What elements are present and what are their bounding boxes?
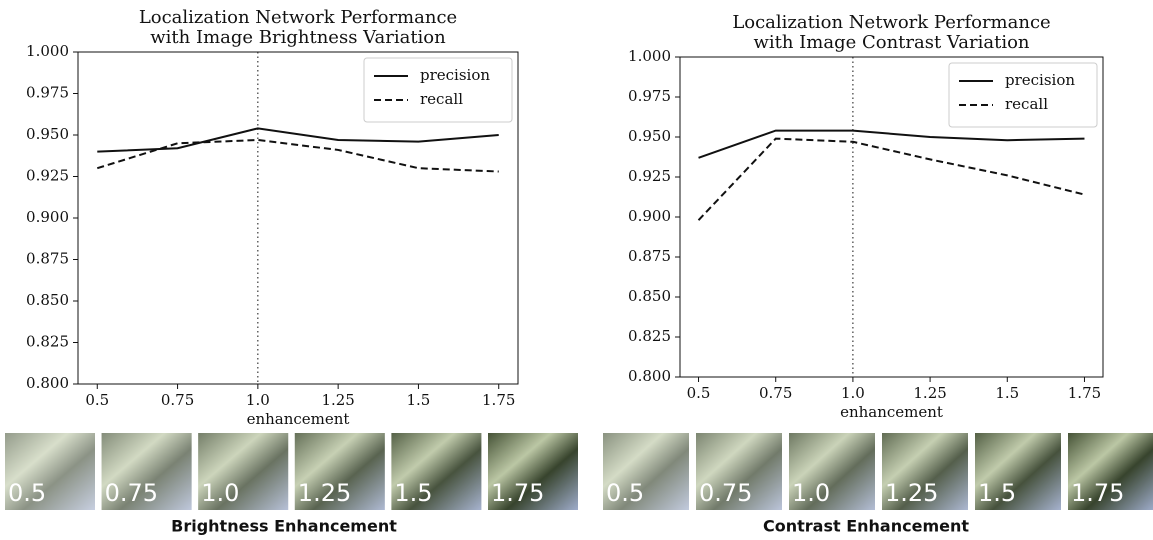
thumbnail — [789, 433, 875, 510]
x-tick-label: 1.75 — [482, 391, 515, 409]
x-tick-label: 1.5 — [407, 391, 431, 409]
y-tick-label: 0.800 — [26, 374, 69, 392]
thumbnail-tint — [488, 433, 578, 510]
thumbnail — [882, 433, 968, 510]
legend-label: precision — [420, 66, 490, 84]
x-axis-label: enhancement — [840, 403, 943, 421]
y-tick-label: 0.950 — [628, 127, 671, 145]
x-tick-label: 0.75 — [759, 384, 792, 402]
thumbnail — [294, 433, 385, 510]
legend-label: recall — [420, 90, 463, 108]
thumbnail — [975, 433, 1061, 510]
y-tick-label: 0.925 — [628, 167, 671, 185]
chart-title: with Image Contrast Variation — [753, 32, 1029, 53]
thumbnail-tint — [294, 433, 385, 510]
y-tick-label: 0.975 — [628, 87, 671, 105]
y-tick-label: 0.825 — [628, 327, 671, 345]
y-tick-label: 0.875 — [26, 250, 69, 268]
legend-label: recall — [1005, 95, 1048, 113]
chart-title: Localization Network Performance — [139, 7, 457, 28]
thumbnail-tint — [5, 433, 95, 510]
x-tick-label: 0.5 — [687, 384, 711, 402]
line — [96, 138, 499, 173]
y-tick-label: 0.800 — [628, 367, 671, 385]
y-tick-label: 0.900 — [26, 208, 69, 226]
thumbnail — [696, 433, 782, 510]
thumbnail-tint — [789, 433, 875, 510]
legend-label: precision — [1005, 71, 1075, 89]
x-tick-label: 1.25 — [321, 391, 354, 409]
y-tick-label: 1.000 — [628, 47, 671, 65]
thumbnail — [603, 433, 689, 510]
strip-caption: Brightness Enhancement — [171, 517, 397, 536]
thumbnail-label: 0.5 — [8, 479, 46, 507]
thumbnail-label: 1.5 — [394, 479, 432, 507]
x-tick-label: 1.5 — [995, 384, 1019, 402]
thumbnail-tint — [975, 433, 1061, 510]
line — [698, 129, 1085, 159]
thumbnail-label: 1.5 — [978, 479, 1016, 507]
thumbnail-tint — [1068, 433, 1153, 510]
legend-box — [363, 57, 513, 123]
y-tick-label: 0.925 — [26, 167, 69, 185]
thumbnail-tint — [603, 433, 689, 510]
thumbnail-label: 1.0 — [792, 479, 830, 507]
strip-caption: Contrast Enhancement — [763, 517, 969, 536]
chart-title: with Image Brightness Variation — [150, 27, 446, 48]
thumbnail — [101, 433, 192, 510]
thumbnail-tint — [391, 433, 482, 510]
legend-box — [948, 62, 1098, 128]
x-tick-label: 0.5 — [85, 391, 109, 409]
thumbnail-label: 1.0 — [201, 479, 239, 507]
y-tick-label: 1.000 — [26, 42, 69, 60]
thumbnail — [198, 433, 289, 510]
thumbnail-tint — [101, 433, 192, 510]
x-tick-label: 1.75 — [1068, 384, 1101, 402]
y-tick-label: 0.875 — [628, 247, 671, 265]
y-tick-label: 0.850 — [628, 287, 671, 305]
thumbnail-label: 0.75 — [105, 479, 158, 507]
x-tick-label: 1.0 — [246, 391, 270, 409]
thumbnail-tint — [696, 433, 782, 510]
y-tick-label: 0.825 — [26, 333, 69, 351]
thumbnail-tint — [198, 433, 289, 510]
thumbnail-label: 0.75 — [699, 479, 752, 507]
line — [697, 137, 1085, 221]
thumbnail — [1068, 433, 1153, 510]
thumbnail-label: 1.25 — [885, 479, 938, 507]
thumbnail-label: 1.75 — [1071, 479, 1124, 507]
line — [97, 127, 499, 153]
x-tick-label: 1.25 — [913, 384, 946, 402]
x-tick-label: 1.0 — [841, 384, 865, 402]
thumbnail — [391, 433, 482, 510]
thumbnail — [488, 433, 578, 510]
x-axis-label: enhancement — [247, 410, 350, 428]
thumbnail — [5, 433, 95, 510]
x-tick-label: 0.75 — [161, 391, 194, 409]
thumbnail-label: 1.25 — [298, 479, 351, 507]
chart-title: Localization Network Performance — [732, 12, 1050, 33]
y-tick-label: 0.850 — [26, 291, 69, 309]
thumbnail-tint — [882, 433, 968, 510]
thumbnail-label: 0.5 — [606, 479, 644, 507]
thumbnail-label: 1.75 — [491, 479, 544, 507]
y-tick-label: 0.900 — [628, 207, 671, 225]
y-tick-label: 0.975 — [26, 84, 69, 102]
y-tick-label: 0.950 — [26, 125, 69, 143]
